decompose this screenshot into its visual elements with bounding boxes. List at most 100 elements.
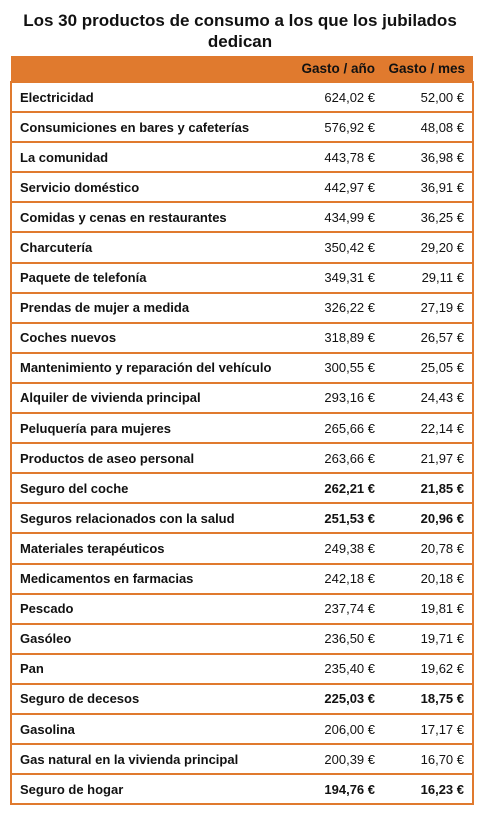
table-row: Productos de aseo personal 263,66 €21,97 … — [10, 443, 474, 475]
product-name-cell: Seguro del coche — [10, 473, 287, 505]
gasto-ano-cell: 349,31 € — [287, 262, 383, 294]
product-name-cell: Prendas de mujer a medida — [10, 292, 287, 324]
gasto-mes-cell: 36,91 € — [383, 172, 474, 204]
spending-table: Gasto / año Gasto / mes Electricidad 624,… — [10, 56, 474, 806]
gasto-mes-cell: 29,20 € — [383, 232, 474, 264]
gasto-mes-cell: 48,08 € — [383, 112, 474, 144]
gasto-ano-cell: 318,89 € — [287, 322, 383, 354]
header-gasto-mes: Gasto / mes — [383, 56, 473, 83]
product-name-cell: Coches nuevos — [10, 322, 287, 354]
gasto-ano-cell: 434,99 € — [287, 202, 383, 234]
gasto-ano-cell: 350,42 € — [287, 232, 383, 264]
gasto-mes-cell: 29,11 € — [383, 262, 474, 294]
product-name-cell: Pescado — [10, 593, 287, 625]
gasto-ano-cell: 235,40 € — [287, 653, 383, 685]
product-name-cell: Peluquería para mujeres — [10, 413, 287, 445]
table-row: Seguros relacionados con la salud 251,53 … — [10, 503, 474, 535]
product-name-cell: Alquiler de vivienda principal — [10, 382, 287, 415]
gasto-mes-cell: 24,43 € — [383, 382, 474, 415]
table-row: Electricidad 624,02 €52,00 € — [10, 82, 474, 114]
product-name-cell: Productos de aseo personal — [10, 443, 287, 475]
table-row: Peluquería para mujeres 265,66 €22,14 € — [10, 413, 474, 445]
product-name-cell: Seguro de hogar — [10, 774, 287, 806]
product-name-cell: Paquete de telefonía — [10, 262, 287, 294]
gasto-mes-cell: 22,14 € — [383, 413, 474, 445]
gasto-ano-cell: 251,53 € — [287, 503, 383, 535]
product-name-cell: Medicamentos en farmacias — [10, 563, 287, 595]
gasto-mes-cell: 19,62 € — [383, 653, 474, 685]
gasto-ano-cell: 443,78 € — [287, 142, 383, 174]
gasto-mes-cell: 16,70 € — [383, 744, 474, 776]
table-row: Pan 235,40 €19,62 € — [10, 653, 474, 685]
gasto-mes-cell: 21,85 € — [383, 473, 474, 505]
gasto-ano-cell: 194,76 € — [287, 774, 383, 806]
gasto-mes-cell: 17,17 € — [383, 713, 474, 746]
product-name-cell: Comidas y cenas en restaurantes — [10, 202, 287, 234]
gasto-mes-cell: 52,00 € — [383, 82, 474, 114]
gasto-mes-cell: 20,96 € — [383, 503, 474, 535]
gasto-ano-cell: 237,74 € — [287, 593, 383, 625]
product-name-cell: Pan — [10, 653, 287, 685]
table-row: Medicamentos en farmacias 242,18 €20,18 € — [10, 563, 474, 595]
gasto-ano-cell: 200,39 € — [287, 744, 383, 776]
table-row: Pescado 237,74 €19,81 € — [10, 593, 474, 625]
table-header-row: Gasto / año Gasto / mes — [11, 56, 473, 83]
gasto-ano-cell: 293,16 € — [287, 382, 383, 415]
gasto-mes-cell: 25,05 € — [383, 352, 474, 384]
table-row: Coches nuevos 318,89 €26,57 € — [10, 322, 474, 354]
table-row: Seguro del coche 262,21 €21,85 € — [10, 473, 474, 505]
gasto-ano-cell: 249,38 € — [287, 533, 383, 565]
gasto-ano-cell: 265,66 € — [287, 413, 383, 445]
gasto-ano-cell: 206,00 € — [287, 713, 383, 746]
product-name-cell: Gasóleo — [10, 623, 287, 655]
gasto-mes-cell: 18,75 € — [383, 683, 474, 715]
table-row: Gasolina 206,00 €17,17 € — [10, 713, 474, 746]
table-row: Charcutería 350,42 €29,20 € — [10, 232, 474, 264]
table-row: Gasóleo 236,50 €19,71 € — [10, 623, 474, 655]
chart-title-line-1: Los 30 productos de consumo a los que lo… — [23, 11, 457, 51]
gasto-mes-cell: 21,97 € — [383, 443, 474, 475]
table-row: Gas natural en la vivienda principal 200,… — [10, 744, 474, 776]
gasto-mes-cell: 19,81 € — [383, 593, 474, 625]
table-row: Materiales terapéuticos 249,38 €20,78 € — [10, 533, 474, 565]
gasto-mes-cell: 36,25 € — [383, 202, 474, 234]
product-name-cell: La comunidad — [10, 142, 287, 174]
gasto-ano-cell: 300,55 € — [287, 352, 383, 384]
gasto-mes-cell: 20,18 € — [383, 563, 474, 595]
gasto-ano-cell: 242,18 € — [287, 563, 383, 595]
table-row: Alquiler de vivienda principal 293,16 €24… — [10, 382, 474, 415]
product-name-cell: Seguros relacionados con la salud — [10, 503, 287, 535]
gasto-mes-cell: 20,78 € — [383, 533, 474, 565]
gasto-ano-cell: 236,50 € — [287, 623, 383, 655]
table-row: Prendas de mujer a medida 326,22 €27,19 € — [10, 292, 474, 324]
table-row: Seguro de hogar 194,76 €16,23 € — [10, 774, 474, 806]
gasto-mes-cell: 16,23 € — [383, 774, 474, 806]
header-product — [11, 56, 287, 83]
product-name-cell: Charcutería — [10, 232, 287, 264]
gasto-ano-cell: 225,03 € — [287, 683, 383, 715]
table-row: Consumiciones en bares y cafeterías 576,9… — [10, 112, 474, 144]
product-name-cell: Electricidad — [10, 82, 287, 114]
table-row: La comunidad 443,78 €36,98 € — [10, 142, 474, 174]
table-row: Mantenimiento y reparación del vehículo 3… — [10, 352, 474, 384]
header-gasto-ano: Gasto / año — [287, 56, 383, 83]
gasto-mes-cell: 19,71 € — [383, 623, 474, 655]
table-row: Paquete de telefonía 349,31 €29,11 € — [10, 262, 474, 294]
product-name-cell: Gasolina — [10, 713, 287, 746]
gasto-ano-cell: 326,22 € — [287, 292, 383, 324]
table-row: Seguro de decesos 225,03 €18,75 € — [10, 683, 474, 715]
product-name-cell: Seguro de decesos — [10, 683, 287, 715]
product-name-cell: Consumiciones en bares y cafeterías — [10, 112, 287, 144]
product-name-cell: Mantenimiento y reparación del vehículo — [10, 352, 287, 384]
product-name-cell: Gas natural en la vivienda principal — [10, 744, 287, 776]
gasto-ano-cell: 624,02 € — [287, 82, 383, 114]
gasto-ano-cell: 576,92 € — [287, 112, 383, 144]
gasto-ano-cell: 442,97 € — [287, 172, 383, 204]
table-row: Comidas y cenas en restaurantes 434,99 €3… — [10, 202, 474, 234]
gasto-ano-cell: 263,66 € — [287, 443, 383, 475]
table-body: Electricidad 624,02 €52,00 € Consumiciones… — [10, 82, 474, 806]
table-row: Servicio doméstico 442,97 €36,91 € — [10, 172, 474, 204]
product-name-cell: Servicio doméstico — [10, 172, 287, 204]
gasto-ano-cell: 262,21 € — [287, 473, 383, 505]
gasto-mes-cell: 27,19 € — [383, 292, 474, 324]
